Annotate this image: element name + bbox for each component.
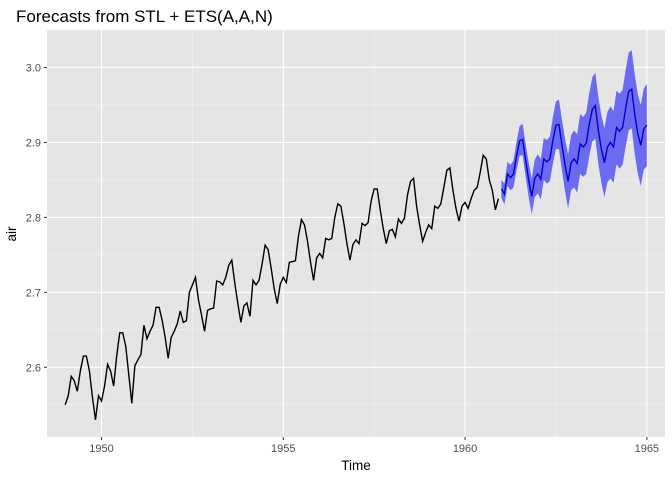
x-tick-label: 1960 (453, 443, 477, 455)
forecast-mean-line (500, 87, 648, 197)
y-tick-label: 2.6 (26, 362, 41, 374)
y-tick-label: 2.7 (26, 287, 41, 299)
y-axis-ticks: 2.6 2.7 2.8 2.9 3.0 (26, 62, 47, 374)
y-tick-label: 3.0 (26, 62, 41, 74)
major-gridlines (47, 30, 665, 437)
y-tick-label: 2.9 (26, 137, 41, 149)
x-axis-ticks: 1950 1955 1960 1965 (89, 437, 659, 455)
x-tick-label: 1955 (271, 443, 295, 455)
x-axis-title: Time (341, 458, 371, 473)
x-tick-label: 1950 (89, 443, 113, 455)
x-tick-label: 1965 (635, 443, 659, 455)
y-axis-title: air (4, 226, 19, 242)
y-tick-label: 2.8 (26, 212, 41, 224)
plot-panel (47, 30, 665, 437)
history-series-line (64, 153, 500, 420)
chart-title: Forecasts from STL + ETS(A,A,N) (16, 7, 273, 26)
